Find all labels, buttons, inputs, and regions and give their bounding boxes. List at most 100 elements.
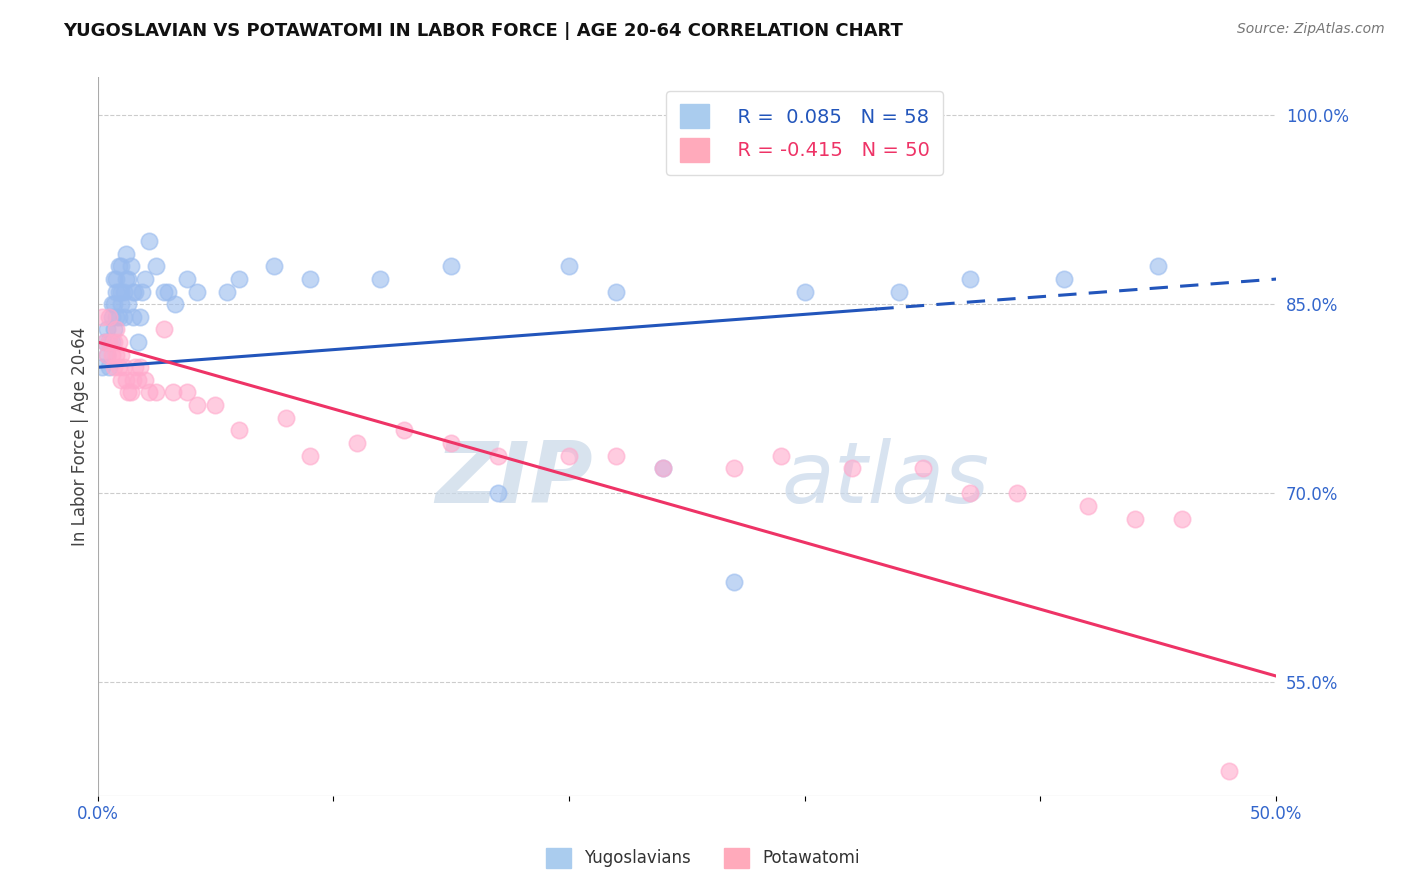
Point: [96, 348, 118, 362]
Point: [96, 322, 118, 336]
Text: YUGOSLAVIAN VS POTAWATOMI IN LABOR FORCE | AGE 20-64 CORRELATION CHART: YUGOSLAVIAN VS POTAWATOMI IN LABOR FORCE…: [63, 22, 903, 40]
Point: [105, 348, 128, 362]
Point: [110, 373, 132, 387]
Point: [98, 335, 121, 350]
Point: [120, 385, 142, 400]
Point: [103, 360, 125, 375]
Point: [1171, 511, 1194, 525]
Point: [204, 398, 226, 412]
Point: [100, 310, 122, 324]
Point: [103, 322, 125, 336]
Point: [959, 272, 981, 286]
Point: [112, 360, 135, 375]
Point: [107, 310, 129, 324]
Point: [117, 297, 139, 311]
Legend: Yugoslavians, Potawatomi: Yugoslavians, Potawatomi: [540, 841, 866, 875]
Point: [145, 385, 167, 400]
Point: [1218, 764, 1240, 778]
Point: [107, 260, 129, 274]
Point: [117, 272, 139, 286]
Point: [134, 373, 156, 387]
Text: Source: ZipAtlas.com: Source: ZipAtlas.com: [1237, 22, 1385, 37]
Point: [112, 285, 135, 299]
Point: [122, 285, 145, 299]
Y-axis label: In Labor Force | Age 20-64: In Labor Force | Age 20-64: [72, 327, 89, 546]
Point: [98, 335, 121, 350]
Point: [110, 297, 132, 311]
Point: [110, 260, 132, 274]
Point: [162, 385, 184, 400]
Point: [103, 297, 125, 311]
Point: [91, 310, 114, 324]
Point: [127, 373, 149, 387]
Text: atlas: atlas: [782, 438, 988, 521]
Point: [100, 335, 122, 350]
Point: [145, 260, 167, 274]
Point: [122, 310, 145, 324]
Point: [165, 297, 187, 311]
Point: [115, 272, 138, 286]
Point: [112, 310, 135, 324]
Point: [793, 285, 815, 299]
Point: [186, 398, 208, 412]
Point: [138, 234, 160, 248]
Point: [152, 285, 174, 299]
Point: [298, 449, 321, 463]
Point: [228, 423, 250, 437]
Point: [152, 322, 174, 336]
Point: [558, 449, 581, 463]
Point: [1147, 260, 1170, 274]
Point: [138, 385, 160, 400]
Point: [217, 285, 239, 299]
Point: [652, 461, 675, 475]
Point: [91, 360, 114, 375]
Point: [263, 260, 285, 274]
Point: [176, 385, 198, 400]
Point: [107, 360, 129, 375]
Point: [186, 285, 208, 299]
Point: [98, 360, 121, 375]
Point: [124, 285, 146, 299]
Point: [129, 360, 152, 375]
Point: [959, 486, 981, 500]
Point: [176, 272, 198, 286]
Point: [392, 423, 415, 437]
Point: [96, 348, 118, 362]
Point: [131, 285, 153, 299]
Point: [486, 449, 509, 463]
Point: [127, 335, 149, 350]
Point: [100, 348, 122, 362]
Point: [103, 272, 125, 286]
Point: [346, 436, 368, 450]
Point: [276, 410, 298, 425]
Point: [93, 335, 115, 350]
Point: [117, 385, 139, 400]
Point: [723, 461, 745, 475]
Point: [105, 272, 128, 286]
Point: [103, 335, 125, 350]
Point: [723, 574, 745, 589]
Point: [120, 260, 142, 274]
Point: [98, 310, 121, 324]
Point: [770, 449, 793, 463]
Point: [1053, 272, 1076, 286]
Point: [911, 461, 934, 475]
Point: [440, 260, 463, 274]
Point: [370, 272, 392, 286]
Point: [115, 373, 138, 387]
Point: [115, 247, 138, 261]
Point: [1123, 511, 1146, 525]
Point: [124, 360, 146, 375]
Point: [110, 348, 132, 362]
Point: [1005, 486, 1028, 500]
Point: [887, 285, 910, 299]
Point: [605, 449, 627, 463]
Point: [107, 335, 129, 350]
Legend:   R =  0.085   N = 58,   R = -0.415   N = 50: R = 0.085 N = 58, R = -0.415 N = 50: [666, 91, 943, 175]
Point: [105, 322, 128, 336]
Point: [122, 373, 145, 387]
Point: [157, 285, 180, 299]
Point: [558, 260, 581, 274]
Point: [105, 285, 128, 299]
Point: [107, 285, 129, 299]
